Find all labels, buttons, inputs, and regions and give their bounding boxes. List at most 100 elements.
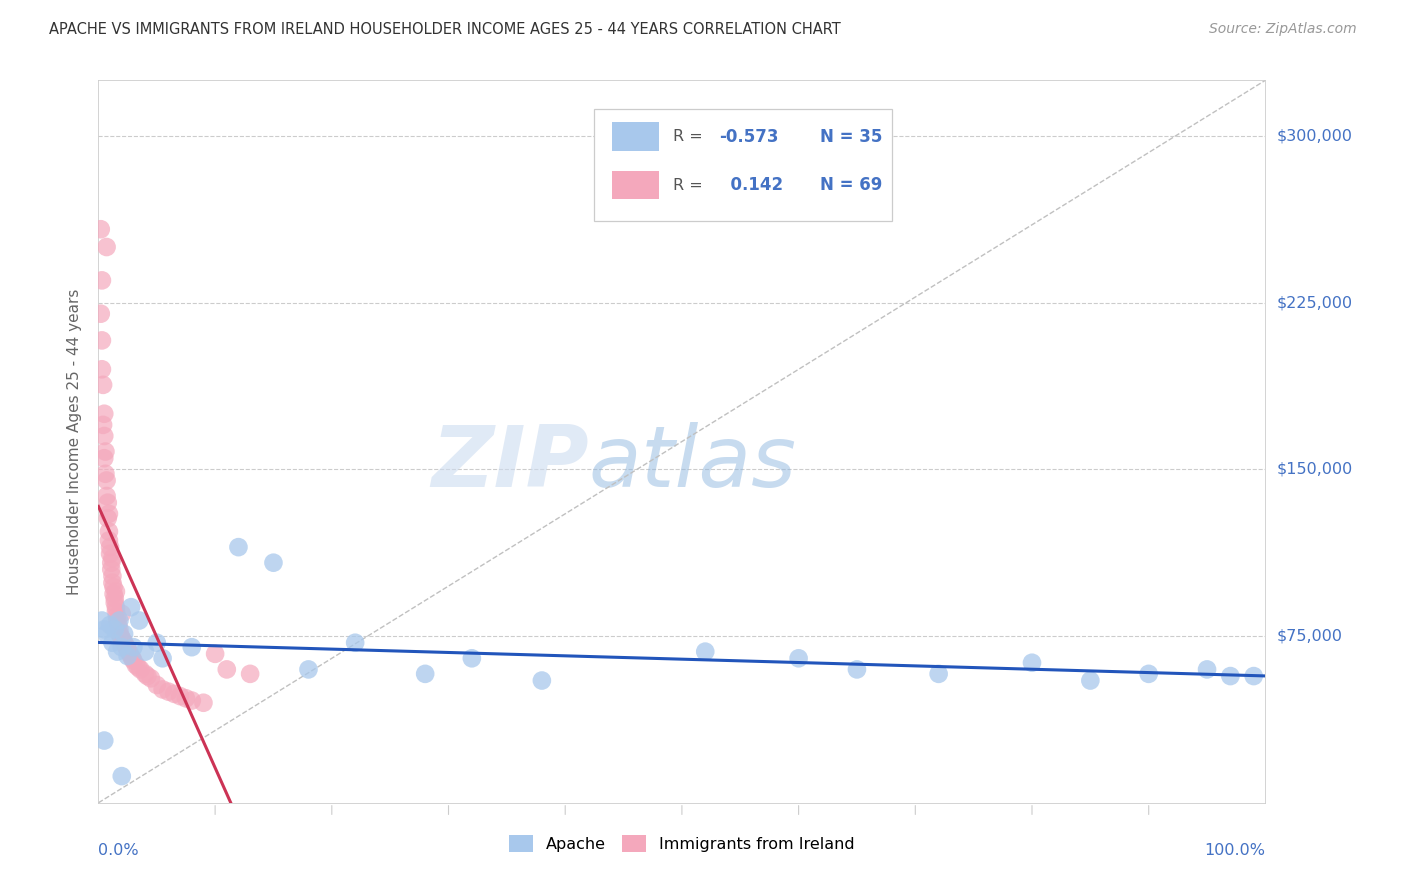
Text: ZIP: ZIP bbox=[430, 422, 589, 505]
Point bbox=[90, 222, 112, 236]
Text: $150,000: $150,000 bbox=[1277, 462, 1353, 477]
Point bbox=[134, 666, 156, 681]
Point bbox=[96, 489, 118, 503]
Point bbox=[108, 627, 131, 641]
Text: N = 35: N = 35 bbox=[820, 128, 882, 145]
Legend: Apache, Immigrants from Ireland: Apache, Immigrants from Ireland bbox=[502, 827, 862, 860]
Point bbox=[114, 638, 136, 652]
Point bbox=[146, 636, 169, 650]
Point bbox=[117, 642, 139, 657]
Point bbox=[1195, 662, 1218, 676]
Point bbox=[344, 636, 367, 650]
Point bbox=[461, 651, 484, 665]
Point bbox=[180, 640, 202, 655]
FancyBboxPatch shape bbox=[612, 170, 658, 200]
Point bbox=[90, 614, 112, 628]
Point bbox=[90, 334, 112, 348]
Point bbox=[193, 696, 215, 710]
Point bbox=[134, 645, 156, 659]
Point bbox=[98, 540, 121, 554]
Point bbox=[93, 733, 115, 747]
Point bbox=[104, 600, 127, 615]
Point bbox=[1219, 669, 1241, 683]
Point bbox=[105, 645, 128, 659]
Text: $75,000: $75,000 bbox=[1277, 629, 1343, 643]
Point bbox=[101, 569, 124, 583]
Point bbox=[97, 507, 120, 521]
Point bbox=[108, 614, 131, 628]
Point bbox=[104, 591, 127, 606]
Y-axis label: Householder Income Ages 25 - 44 years: Householder Income Ages 25 - 44 years bbox=[66, 288, 82, 595]
Point bbox=[180, 693, 202, 707]
Point bbox=[117, 649, 139, 664]
Text: 100.0%: 100.0% bbox=[1205, 843, 1265, 857]
Point bbox=[118, 645, 141, 659]
Point bbox=[112, 636, 135, 650]
Point bbox=[91, 417, 114, 432]
Point bbox=[128, 614, 150, 628]
Text: $225,000: $225,000 bbox=[1277, 295, 1353, 310]
Point bbox=[695, 645, 717, 659]
Point bbox=[97, 533, 120, 548]
Point bbox=[1021, 656, 1043, 670]
Point bbox=[104, 605, 127, 619]
Point bbox=[96, 474, 118, 488]
Point bbox=[129, 662, 152, 676]
Point bbox=[111, 633, 134, 648]
Point bbox=[215, 662, 238, 676]
Point bbox=[1080, 673, 1102, 688]
Point bbox=[97, 511, 120, 525]
Text: 0.0%: 0.0% bbox=[98, 843, 139, 857]
Point bbox=[122, 640, 145, 655]
Point bbox=[152, 651, 174, 665]
Point bbox=[122, 653, 145, 667]
Text: R =: R = bbox=[672, 178, 707, 193]
Point bbox=[121, 651, 143, 665]
Point bbox=[107, 618, 129, 632]
Point bbox=[104, 623, 127, 637]
Text: 0.142: 0.142 bbox=[720, 176, 783, 194]
Point bbox=[787, 651, 810, 665]
Point bbox=[157, 684, 180, 698]
Point bbox=[228, 540, 250, 554]
Point bbox=[1137, 666, 1160, 681]
Point bbox=[98, 618, 121, 632]
Text: N = 69: N = 69 bbox=[820, 176, 882, 194]
FancyBboxPatch shape bbox=[595, 109, 891, 221]
Text: R =: R = bbox=[672, 129, 707, 145]
Point bbox=[104, 596, 127, 610]
Point bbox=[93, 429, 115, 443]
Point bbox=[146, 678, 169, 692]
Point bbox=[169, 689, 191, 703]
Point bbox=[125, 657, 148, 672]
Point bbox=[96, 627, 118, 641]
Point bbox=[101, 575, 124, 590]
Point bbox=[163, 687, 186, 701]
Point bbox=[297, 662, 319, 676]
Point bbox=[90, 362, 112, 376]
Point bbox=[90, 307, 112, 321]
FancyBboxPatch shape bbox=[612, 122, 658, 151]
Point bbox=[262, 556, 284, 570]
Point bbox=[115, 640, 138, 655]
Text: atlas: atlas bbox=[589, 422, 797, 505]
Point bbox=[100, 562, 122, 576]
Point bbox=[111, 632, 134, 646]
Point bbox=[101, 551, 124, 566]
Point bbox=[105, 614, 128, 628]
Point bbox=[110, 629, 132, 643]
Point bbox=[93, 623, 115, 637]
Point bbox=[103, 587, 125, 601]
Point bbox=[108, 623, 131, 637]
Point bbox=[93, 451, 115, 466]
Point bbox=[94, 467, 117, 481]
Point bbox=[91, 377, 114, 392]
Point bbox=[120, 649, 142, 664]
Point bbox=[111, 640, 134, 655]
Point bbox=[118, 647, 141, 661]
Point bbox=[1243, 669, 1265, 683]
Text: Source: ZipAtlas.com: Source: ZipAtlas.com bbox=[1209, 22, 1357, 37]
Point bbox=[90, 273, 112, 287]
Point bbox=[127, 660, 149, 674]
Point bbox=[100, 556, 122, 570]
